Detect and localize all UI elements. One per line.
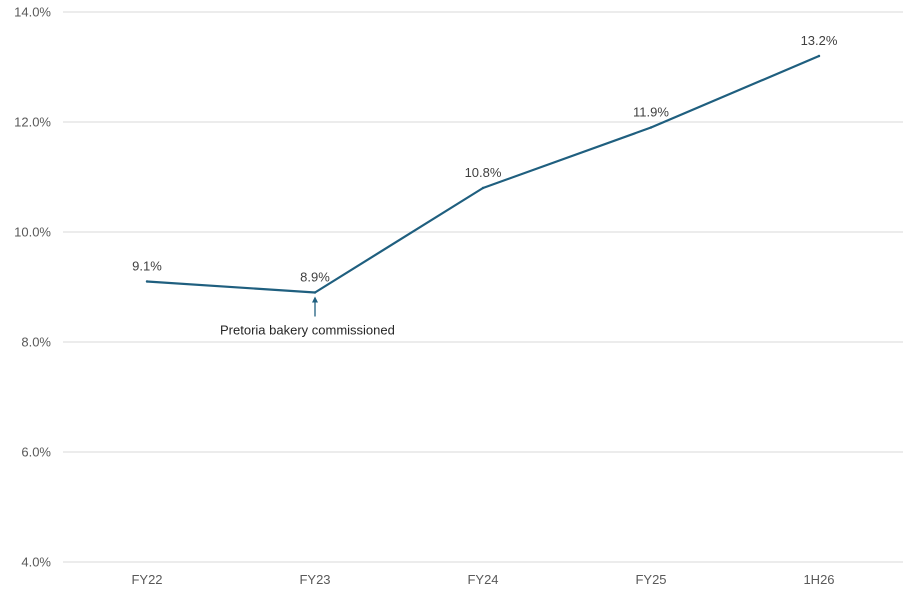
annotation-text: Pretoria bakery commissioned [220, 323, 395, 338]
data-labels: 9.1% 8.9% 10.8% 11.9% 13.2% [132, 33, 838, 285]
y-tick-label: 8.0% [21, 335, 51, 350]
y-tick-label: 14.0% [14, 5, 51, 20]
data-label: 9.1% [132, 259, 162, 274]
series [145, 54, 821, 294]
data-label: 13.2% [801, 33, 838, 48]
data-point [481, 186, 485, 190]
y-tick-label: 10.0% [14, 225, 51, 240]
x-tick-label: FY25 [635, 572, 666, 587]
x-tick-label: FY22 [131, 572, 162, 587]
gridlines [63, 11, 903, 563]
data-point [817, 54, 821, 58]
x-tick-label: 1H26 [803, 572, 834, 587]
y-axis-tick-labels: 4.0% 6.0% 8.0% 10.0% 12.0% 14.0% [14, 5, 51, 570]
annotation-arrow-icon [312, 296, 318, 303]
data-point [313, 291, 317, 294]
data-label: 8.9% [300, 270, 330, 285]
data-label: 11.9% [633, 105, 669, 120]
y-tick-label: 12.0% [14, 115, 51, 130]
data-label: 10.8% [465, 165, 502, 180]
x-tick-label: FY24 [467, 572, 498, 587]
data-point [145, 280, 149, 283]
annotations: Pretoria bakery commissioned [220, 296, 395, 338]
x-tick-label: FY23 [299, 572, 330, 587]
data-point [649, 126, 653, 129]
y-tick-label: 6.0% [21, 445, 51, 460]
x-axis-tick-labels: FY22 FY23 FY24 FY25 1H26 [131, 572, 834, 587]
y-tick-label: 4.0% [21, 555, 51, 570]
